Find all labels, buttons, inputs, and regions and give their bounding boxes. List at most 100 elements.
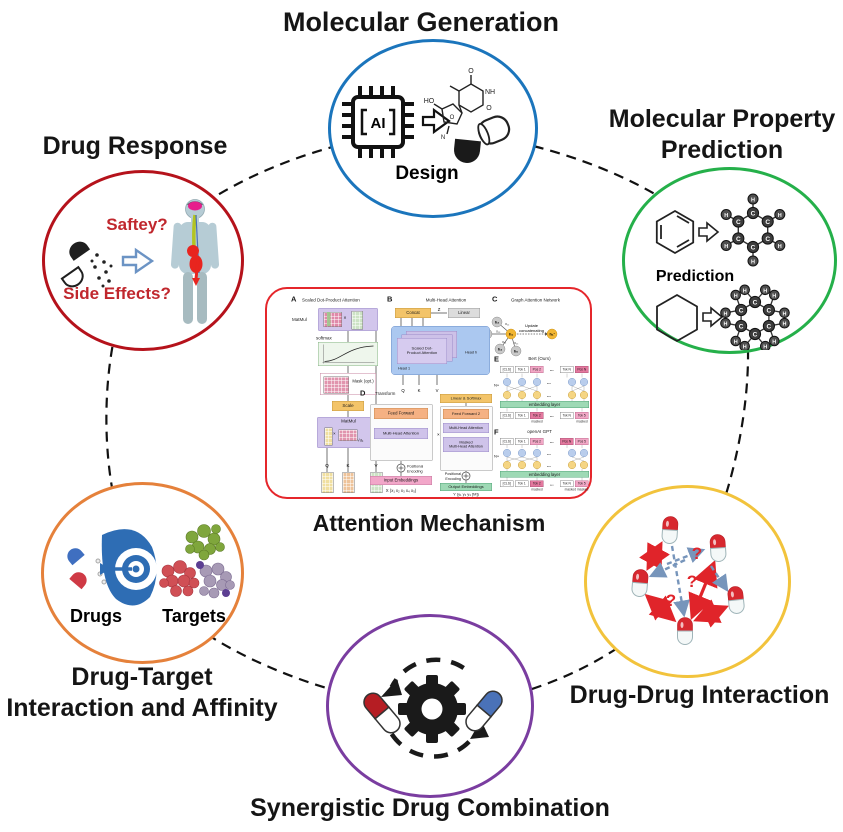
drug-drug-illustration: ? ? ?	[630, 515, 746, 645]
atom-label: C	[767, 324, 772, 331]
molecular-generation-illustration: AI O NH O HO O N Design	[342, 68, 511, 184]
capsule-icon	[677, 617, 693, 645]
times-sign: ×	[333, 431, 336, 436]
feed-forward-box: Feed Forward	[374, 408, 428, 419]
embedding-node	[503, 391, 511, 399]
drug-drug-circle: ? ? ?	[584, 485, 791, 678]
xn-label: ×N	[437, 432, 443, 437]
token: Tok 2	[530, 480, 544, 487]
embedding-node	[533, 391, 541, 399]
token: Tok 1	[515, 412, 529, 419]
synergistic-illustration	[363, 657, 503, 759]
q-input-matrix	[321, 472, 334, 493]
panel-b-title: Multi-Head Attention	[425, 297, 467, 303]
masked-caption: masked	[531, 488, 543, 492]
prediction-label: Prediction	[656, 268, 734, 285]
capsule-half-icon	[69, 572, 87, 590]
token-ellipsis: ...	[549, 439, 554, 444]
ai-chip-icon: AI	[342, 86, 414, 158]
title-line: Interaction and Affinity	[6, 693, 278, 722]
atom-label: C	[767, 308, 772, 315]
atom-label: N	[441, 135, 445, 141]
panel-f-title: openAI GPT	[527, 429, 552, 434]
atom-label: C	[765, 236, 770, 243]
cyclohexane-ring-icon	[656, 293, 698, 343]
capsule-half-icon	[69, 241, 91, 261]
matmul-label: MatMul	[292, 317, 307, 322]
feed-forward2-box: Feed Forward 2	[443, 409, 489, 419]
atom-label: O	[486, 105, 492, 112]
embedding-node	[580, 461, 588, 469]
panel-d-id: D	[360, 389, 366, 398]
mha2-box: Multi-Head Attention	[443, 423, 489, 433]
hidden-node	[580, 378, 588, 386]
gear-icon	[398, 675, 466, 743]
softmax-label: softmax	[316, 335, 332, 341]
alpha-label: α₁₃	[496, 330, 501, 334]
atom-label: H	[724, 244, 728, 250]
token-ellipsis: ...	[549, 367, 554, 372]
hidden-node	[568, 449, 576, 457]
node-label: h₅	[514, 349, 518, 354]
token: [CLS]	[500, 480, 514, 487]
hidden-node	[533, 449, 541, 457]
masked-caption: masked	[531, 420, 543, 424]
atom-label: H	[778, 213, 782, 219]
atom-label: H	[734, 294, 738, 300]
atom-label: C	[753, 300, 758, 307]
q-matrix	[324, 427, 333, 446]
update-label: concatenating	[519, 328, 544, 333]
svg-text:Q: Q	[325, 463, 329, 468]
embedding-node	[533, 461, 541, 469]
svg-text:Q: Q	[401, 388, 405, 393]
hidden-node	[503, 449, 511, 457]
sigmoid-curve	[322, 344, 375, 364]
masked-label: Masked	[459, 439, 473, 445]
atom-label: H	[724, 322, 728, 328]
targets-label: Targets	[162, 606, 226, 626]
node-label: h₁′	[549, 332, 554, 337]
token: Pos 2	[530, 366, 544, 373]
drug-target-illustration: Drugs Targets	[67, 524, 235, 626]
panel-f-lines	[506, 445, 585, 481]
pos-enc-label: Encoding	[407, 469, 423, 474]
scale-box: Scale	[332, 401, 364, 411]
drug-target-title: Drug-Target Interaction and Affinity	[0, 662, 284, 723]
benzene-ballstick-icon: C C C C C C H H H H H H	[720, 193, 786, 267]
molecular-property-title: Molecular Property Prediction	[601, 104, 843, 165]
atom-label: HO	[424, 98, 435, 105]
masked-caption: masked	[576, 420, 588, 424]
node-label: h₁	[509, 332, 513, 337]
atom-label: H	[763, 288, 767, 294]
token: Tok 1	[515, 438, 529, 445]
ellipsis: ...	[547, 393, 551, 398]
times-sign: ×	[343, 315, 347, 322]
synergistic-title: Synergistic Drug Combination	[250, 794, 610, 822]
attention-mechanism-panel: h₂ h₃ h₄ h₅ h₁ h₁′ α₁₂ α₁₃ α₁₄ α₁₅ Updat…	[265, 287, 592, 499]
embedding-node	[518, 461, 526, 469]
sdpa-line1: Scaled Dot-	[411, 346, 433, 351]
svg-text:V: V	[436, 388, 439, 393]
positional-encoding-plus	[396, 463, 471, 481]
capsule-icon	[630, 568, 650, 598]
atom-label: H	[772, 294, 776, 300]
atom-label: H	[734, 340, 738, 346]
embedding-layer-bar: embedding layer	[500, 471, 589, 478]
atom-label: C	[739, 324, 744, 331]
mask-box: Mask (opt.)	[320, 373, 376, 395]
sdpa-line2: Product Attention	[406, 350, 438, 355]
hidden-node	[568, 378, 576, 386]
cyclohexane-ballstick-icon: C C C C C C H H H H H H H H H H H H	[720, 284, 790, 350]
drug-response-illustration: Saftey? Side Effects?	[60, 199, 220, 324]
atom-label: H	[783, 311, 787, 317]
graph-attention-network: h₂ h₃ h₄ h₅ h₁ h₁′ α₁₂ α₁₃ α₁₄ α₁₅ Updat…	[481, 316, 558, 357]
sdpa-box: Scaled Dot- Product Attention	[397, 338, 447, 364]
molecule-structure-icon: O NH O HO O N	[424, 68, 495, 141]
token: Pos N	[560, 438, 574, 445]
dashed-interaction-arrows	[648, 545, 729, 618]
atom-label: H	[783, 322, 787, 328]
ellipsis: ...	[547, 380, 551, 385]
atom-label: H	[743, 345, 747, 350]
atom-label: H	[743, 288, 747, 294]
